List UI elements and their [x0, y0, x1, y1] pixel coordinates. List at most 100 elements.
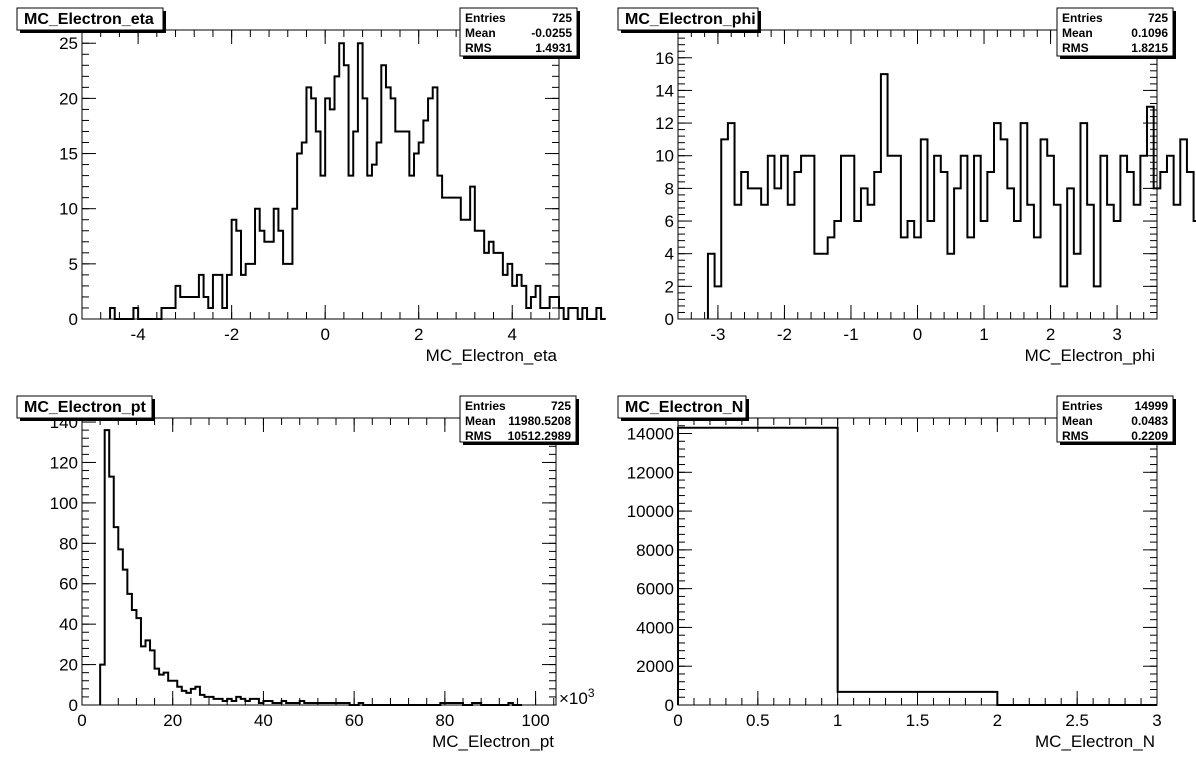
y-tick-label: 10000	[627, 502, 674, 521]
x-tick-label: 0.5	[746, 711, 770, 730]
y-tick-label: 20	[59, 656, 78, 675]
stats-value: 11980.5208	[508, 414, 571, 428]
y-tick-label: 5	[69, 255, 78, 274]
x-tick-label: -2	[777, 325, 792, 344]
x-tick-label: 4	[508, 325, 517, 344]
y-tick-label: 0	[665, 696, 674, 715]
x-tick-label: 20	[163, 711, 182, 730]
y-tick-label: 20	[59, 89, 78, 108]
x-exponent-label: ×103	[559, 686, 595, 708]
x-tick-label: 2	[414, 325, 423, 344]
x-tick-label: -2	[224, 325, 239, 344]
histogram-line	[109, 42, 606, 320]
x-tick-label: 40	[254, 711, 273, 730]
histogram-line	[677, 426, 1157, 706]
x-tick-label: 0	[673, 711, 682, 730]
plot-frame	[677, 417, 1158, 706]
y-tick-label: 2000	[636, 657, 674, 676]
x-axis-title: MC_Electron_eta	[426, 346, 558, 365]
y-tick-label: 12	[655, 114, 674, 133]
plot-frame	[677, 29, 1158, 320]
stats-label: RMS	[1062, 429, 1089, 443]
title-box	[617, 7, 759, 31]
x-axis-title: MC_Electron_phi	[1025, 346, 1155, 365]
stats-value: 725	[551, 399, 571, 413]
x-tick-label: 0	[77, 711, 86, 730]
y-tick-label: 120	[50, 453, 78, 472]
y-tick-label: 8000	[636, 541, 674, 560]
y-tick-label: 10	[59, 200, 78, 219]
y-tick-label: 14000	[627, 425, 674, 444]
x-tick-label: 0	[913, 325, 922, 344]
stats-label: Entries	[1062, 11, 1103, 25]
stats-label: RMS	[465, 429, 492, 443]
stats-value: 1.8215	[1131, 41, 1168, 55]
stats-label: Mean	[465, 26, 496, 40]
histogram-title: MC_Electron_pt	[24, 399, 146, 416]
x-tick-label: 1.5	[906, 711, 930, 730]
x-tick-label: 3	[1152, 711, 1161, 730]
y-tick-label: 25	[59, 34, 78, 53]
y-tick-label: 15	[59, 145, 78, 164]
x-tick-label: 2	[1046, 325, 1055, 344]
x-tick-label: 2.5	[1065, 711, 1089, 730]
y-tick-label: 6	[665, 212, 674, 231]
stats-box	[1056, 395, 1174, 443]
stats-label: Mean	[465, 414, 496, 428]
y-tick-label: 80	[59, 534, 78, 553]
histogram-title: MC_Electron_eta	[24, 11, 154, 28]
title-box	[617, 395, 747, 419]
x-tick-label: 3	[1112, 325, 1121, 344]
title-box	[16, 7, 164, 31]
stats-value: 0.0483	[1131, 414, 1168, 428]
y-tick-label: 0	[69, 310, 78, 329]
stats-label: RMS	[1062, 41, 1089, 55]
y-tick-label: 40	[59, 615, 78, 634]
y-tick-label: 8	[665, 179, 674, 198]
y-tick-label: 60	[59, 575, 78, 594]
x-axis-title: MC_Electron_pt	[432, 732, 554, 751]
histogram-1: 0 5 10 15 20 25 -4 -2 0 2 4 MC_Electron_eta MC_Elect…	[16, 7, 606, 365]
title-box	[16, 395, 153, 419]
stats-label: RMS	[465, 41, 492, 55]
x-tick-label: 2	[993, 711, 1002, 730]
stats-value: -0.0255	[531, 26, 572, 40]
y-tick-label: 4	[665, 245, 674, 264]
histogram-line	[706, 73, 1196, 319]
stats-value: 725	[552, 11, 572, 25]
stats-box	[1056, 7, 1174, 57]
plot-frame	[81, 417, 557, 706]
y-tick-label: 0	[665, 310, 674, 329]
x-axis-title: MC_Electron_N	[1035, 732, 1155, 751]
y-tick-label: 0	[69, 696, 78, 715]
histogram-4: 0 2000 4000 6000 8000 10000 12000 14000 0 0.5 1 1.5…	[617, 395, 1176, 751]
y-tick-label: 6000	[636, 580, 674, 599]
stats-label: Entries	[465, 11, 506, 25]
x-tick-label: -4	[131, 325, 146, 344]
x-tick-label: -1	[843, 325, 858, 344]
stats-value: 1.4931	[535, 41, 572, 55]
y-tick-label: 10	[655, 147, 674, 166]
stats-box	[459, 395, 577, 443]
stats-value: 0.2209	[1131, 429, 1168, 443]
stats-label: Entries	[1062, 399, 1103, 413]
x-tick-label: 1	[979, 325, 988, 344]
histogram-line	[99, 429, 522, 706]
stats-value: 14999	[1135, 399, 1169, 413]
x-tick-label: 60	[345, 711, 364, 730]
stats-value: 725	[1148, 11, 1168, 25]
stats-label: Mean	[1062, 414, 1093, 428]
y-tick-label: 12000	[627, 463, 674, 482]
histogram-title: MC_Electron_N	[625, 399, 743, 416]
x-tick-label: 100	[521, 711, 549, 730]
plot-frame	[81, 29, 560, 320]
x-tick-label: 80	[435, 711, 454, 730]
x-tick-label: 1	[833, 711, 842, 730]
stats-label: Entries	[465, 399, 506, 413]
stats-box	[459, 7, 578, 57]
y-tick-label: 16	[655, 49, 674, 68]
histogram-title: MC_Electron_phi	[625, 11, 756, 28]
